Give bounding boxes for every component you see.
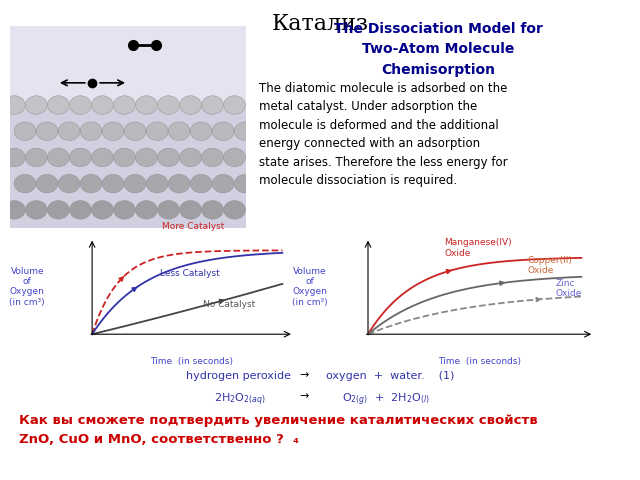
Circle shape xyxy=(3,96,25,114)
Circle shape xyxy=(36,122,58,141)
Circle shape xyxy=(234,122,256,141)
Text: More Catalyst: More Catalyst xyxy=(163,222,225,231)
Text: 2H$_2$O$_{2(aq)}$: 2H$_2$O$_{2(aq)}$ xyxy=(214,391,266,408)
Circle shape xyxy=(58,174,80,193)
Circle shape xyxy=(102,174,124,193)
Bar xyxy=(10,26,246,107)
Circle shape xyxy=(223,201,246,219)
Circle shape xyxy=(80,122,102,141)
Circle shape xyxy=(14,174,36,193)
Circle shape xyxy=(157,148,179,167)
Circle shape xyxy=(180,148,202,167)
Circle shape xyxy=(47,96,69,114)
Circle shape xyxy=(202,201,223,219)
Circle shape xyxy=(26,96,47,114)
Text: The diatomic molecule is adsorbed on the
metal catalyst. Under adsorption the
mo: The diatomic molecule is adsorbed on the… xyxy=(259,82,508,187)
Circle shape xyxy=(92,201,113,219)
Text: Time  (in seconds): Time (in seconds) xyxy=(150,357,234,366)
Text: Manganese(IV)
Oxide: Manganese(IV) Oxide xyxy=(444,238,512,258)
Circle shape xyxy=(102,122,124,141)
Text: O$_{2(g)}$  +  2H$_2$O$_{(l)}$: O$_{2(g)}$ + 2H$_2$O$_{(l)}$ xyxy=(342,391,430,408)
Circle shape xyxy=(3,148,25,167)
Circle shape xyxy=(58,122,80,141)
Circle shape xyxy=(113,148,135,167)
Circle shape xyxy=(202,96,223,114)
Circle shape xyxy=(157,201,179,219)
Circle shape xyxy=(70,201,92,219)
Text: →: → xyxy=(300,371,308,381)
Text: Как вы сможете подтвердить увеличение каталитических свойств: Как вы сможете подтвердить увеличение ка… xyxy=(19,414,538,427)
Circle shape xyxy=(113,96,135,114)
Circle shape xyxy=(157,96,179,114)
Circle shape xyxy=(136,201,157,219)
Circle shape xyxy=(180,96,202,114)
Circle shape xyxy=(136,148,157,167)
Circle shape xyxy=(3,201,25,219)
Circle shape xyxy=(190,174,212,193)
Circle shape xyxy=(26,148,47,167)
Text: Volume
of
Oxygen
(in cm³): Volume of Oxygen (in cm³) xyxy=(10,267,45,307)
Text: Copper(II)
Oxide: Copper(II) Oxide xyxy=(527,256,572,275)
Circle shape xyxy=(80,174,102,193)
Text: →: → xyxy=(300,391,308,401)
Text: Volume
of
Oxygen
(in cm³): Volume of Oxygen (in cm³) xyxy=(292,267,327,307)
Circle shape xyxy=(223,148,246,167)
Circle shape xyxy=(124,174,146,193)
Circle shape xyxy=(223,96,246,114)
Circle shape xyxy=(212,122,234,141)
Circle shape xyxy=(212,174,234,193)
Text: Less Catalyst: Less Catalyst xyxy=(160,269,220,278)
Circle shape xyxy=(47,148,69,167)
Circle shape xyxy=(36,174,58,193)
Circle shape xyxy=(92,148,113,167)
Circle shape xyxy=(146,174,168,193)
Circle shape xyxy=(70,96,92,114)
Circle shape xyxy=(113,201,135,219)
Circle shape xyxy=(168,122,190,141)
Circle shape xyxy=(146,122,168,141)
Circle shape xyxy=(92,96,113,114)
Circle shape xyxy=(202,148,223,167)
Text: ZnO, CuO и MnO, соответственно ?  ₄: ZnO, CuO и MnO, соответственно ? ₄ xyxy=(19,433,300,446)
Text: Zinc
Oxide: Zinc Oxide xyxy=(556,278,582,298)
Text: Катализ: Катализ xyxy=(271,13,369,36)
Text: No Catalyst: No Catalyst xyxy=(203,300,255,310)
Text: oxygen  +  water.    (1): oxygen + water. (1) xyxy=(326,371,455,381)
Text: The Dissociation Model for
Two-Atom Molecule
Chemisorption: The Dissociation Model for Two-Atom Mole… xyxy=(334,22,543,77)
Circle shape xyxy=(70,148,92,167)
Circle shape xyxy=(26,201,47,219)
Circle shape xyxy=(124,122,146,141)
Text: hydrogen peroxide: hydrogen peroxide xyxy=(186,371,291,381)
Circle shape xyxy=(168,174,190,193)
Circle shape xyxy=(190,122,212,141)
Circle shape xyxy=(47,201,69,219)
Circle shape xyxy=(180,201,202,219)
Circle shape xyxy=(136,96,157,114)
Circle shape xyxy=(234,174,256,193)
Text: Time  (in seconds): Time (in seconds) xyxy=(438,357,522,366)
Circle shape xyxy=(14,122,36,141)
